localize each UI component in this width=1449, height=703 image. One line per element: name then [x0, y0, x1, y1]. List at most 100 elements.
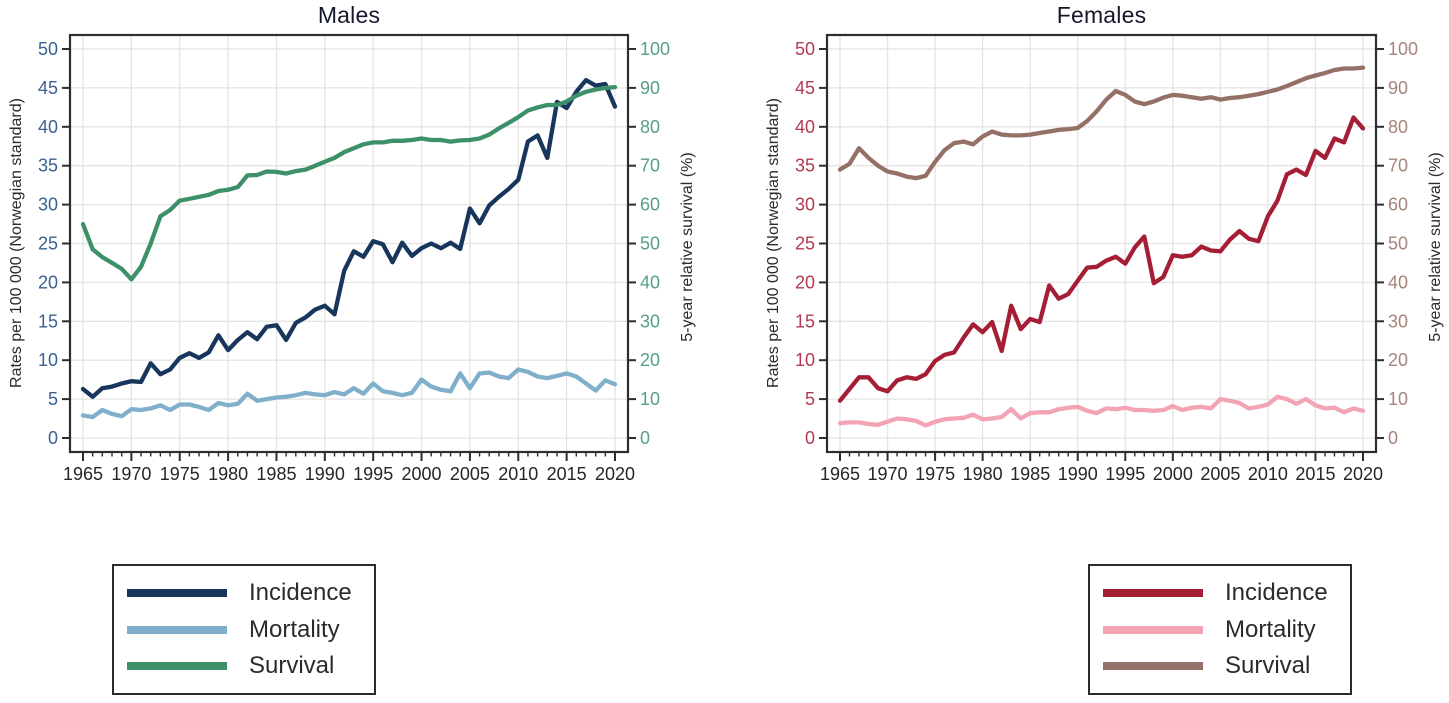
y-left-tick-label: 25 [795, 234, 815, 254]
charts-canvas: 0510152025303540455001020304050607080901… [38, 33, 1418, 484]
y-right-tick-label: 100 [1388, 39, 1418, 59]
y-left-tick-label: 10 [38, 350, 58, 370]
legend-label-mortality: Mortality [249, 615, 340, 643]
y-right-tick-label: 0 [1388, 428, 1398, 448]
x-tick-label: 2000 [402, 464, 442, 484]
y-right-tick-label: 30 [1388, 311, 1408, 331]
y-left-tick-label: 15 [38, 311, 58, 331]
x-tick-label: 1985 [1010, 464, 1050, 484]
legend-item-incidence: Incidence [114, 579, 374, 607]
x-tick-label: 2020 [595, 464, 635, 484]
legend-item-incidence: Incidence [1090, 579, 1350, 607]
y-right-tick-label: 70 [640, 156, 660, 176]
x-tick-label: 1990 [305, 464, 345, 484]
incidence-line-swatch [1103, 588, 1203, 597]
legend-label-mortality: Mortality [1225, 615, 1316, 643]
x-tick-label: 1995 [1105, 464, 1145, 484]
females-y-left-axis-label: Rates per 100 000 (Norwegian standard) [765, 98, 782, 388]
y-left-tick-label: 20 [38, 272, 58, 292]
legend-item-mortality: Mortality [114, 616, 374, 644]
survival-line-swatch [127, 662, 227, 671]
x-tick-label: 2015 [1295, 464, 1335, 484]
y-right-tick-label: 70 [1388, 156, 1408, 176]
y-right-tick-label: 50 [1388, 234, 1408, 254]
males-legend: Incidence Mortality Survival [112, 564, 376, 695]
legend-label-survival: Survival [1225, 652, 1311, 680]
y-left-tick-label: 20 [795, 272, 815, 292]
x-tick-label: 1965 [820, 464, 860, 484]
y-right-tick-label: 0 [640, 428, 650, 448]
legend-item-mortality: Mortality [1090, 616, 1350, 644]
y-right-tick-label: 100 [640, 39, 670, 59]
y-right-tick-label: 60 [1388, 195, 1408, 215]
series-line-survival-females [837, 65, 1366, 181]
y-left-tick-label: 0 [805, 428, 815, 448]
x-tick-label: 1995 [353, 464, 393, 484]
y-right-tick-label: 60 [640, 195, 660, 215]
y-left-tick-label: 35 [38, 156, 58, 176]
x-tick-label: 2020 [1343, 464, 1383, 484]
females-legend: Incidence Mortality Survival [1088, 564, 1352, 695]
x-tick-label: 1975 [160, 464, 200, 484]
legend-item-survival: Survival [114, 652, 374, 680]
y-left-tick-label: 0 [48, 428, 58, 448]
y-right-tick-label: 80 [640, 117, 660, 137]
x-tick-label: 1965 [63, 464, 103, 484]
legend-label-incidence: Incidence [249, 578, 352, 606]
mortality-line-swatch [127, 625, 227, 634]
y-right-tick-label: 90 [640, 78, 660, 98]
x-tick-label: 2015 [547, 464, 587, 484]
females-chart-title: Females [1056, 2, 1147, 28]
y-right-tick-label: 40 [1388, 272, 1408, 292]
x-tick-label: 1980 [963, 464, 1003, 484]
y-left-tick-label: 30 [795, 195, 815, 215]
legend-label-survival: Survival [249, 652, 335, 680]
series-line-survival-males [80, 84, 618, 282]
series-line-mortality-females [837, 394, 1366, 428]
y-left-tick-label: 5 [805, 389, 815, 409]
y-left-tick-label: 5 [48, 389, 58, 409]
females-y-right-axis-label: 5-year relative survival (%) [1427, 152, 1444, 342]
x-tick-label: 2010 [498, 464, 538, 484]
y-left-tick-label: 30 [38, 195, 58, 215]
males-chart-title: Males [317, 2, 381, 28]
survival-line-swatch [1103, 662, 1203, 671]
y-right-tick-label: 80 [1388, 117, 1408, 137]
x-tick-label: 1970 [868, 464, 908, 484]
y-right-tick-label: 30 [640, 311, 660, 331]
y-left-tick-label: 50 [795, 39, 815, 59]
males-y-left-axis-label: Rates per 100 000 (Norwegian standard) [8, 98, 25, 388]
y-left-tick-label: 50 [38, 39, 58, 59]
y-left-tick-label: 15 [795, 311, 815, 331]
y-left-tick-label: 40 [38, 117, 58, 137]
x-tick-label: 2000 [1153, 464, 1193, 484]
series-line-mortality-males [80, 367, 618, 420]
y-left-tick-label: 25 [38, 234, 58, 254]
y-left-tick-label: 45 [38, 78, 58, 98]
x-tick-label: 2010 [1248, 464, 1288, 484]
x-tick-label: 2005 [450, 464, 490, 484]
y-right-tick-label: 10 [1388, 389, 1408, 409]
y-right-tick-label: 20 [640, 350, 660, 370]
y-right-tick-label: 10 [640, 389, 660, 409]
males-y-right-axis-label: 5-year relative survival (%) [679, 152, 696, 342]
y-right-tick-label: 40 [640, 272, 660, 292]
y-right-tick-label: 20 [1388, 350, 1408, 370]
series-line-incidence-females [837, 115, 1366, 403]
y-left-tick-label: 35 [795, 156, 815, 176]
mortality-line-swatch [1103, 625, 1203, 634]
x-tick-label: 2005 [1200, 464, 1240, 484]
x-tick-label: 1980 [208, 464, 248, 484]
x-tick-label: 1975 [915, 464, 955, 484]
y-left-tick-label: 40 [795, 117, 815, 137]
y-left-tick-label: 45 [795, 78, 815, 98]
x-tick-label: 1985 [256, 464, 296, 484]
legend-item-survival: Survival [1090, 652, 1350, 680]
x-tick-label: 1990 [1058, 464, 1098, 484]
y-left-tick-label: 10 [795, 350, 815, 370]
incidence-line-swatch [127, 588, 227, 597]
y-right-tick-label: 90 [1388, 78, 1408, 98]
series-line-incidence-males [80, 77, 618, 399]
y-right-tick-label: 50 [640, 234, 660, 254]
